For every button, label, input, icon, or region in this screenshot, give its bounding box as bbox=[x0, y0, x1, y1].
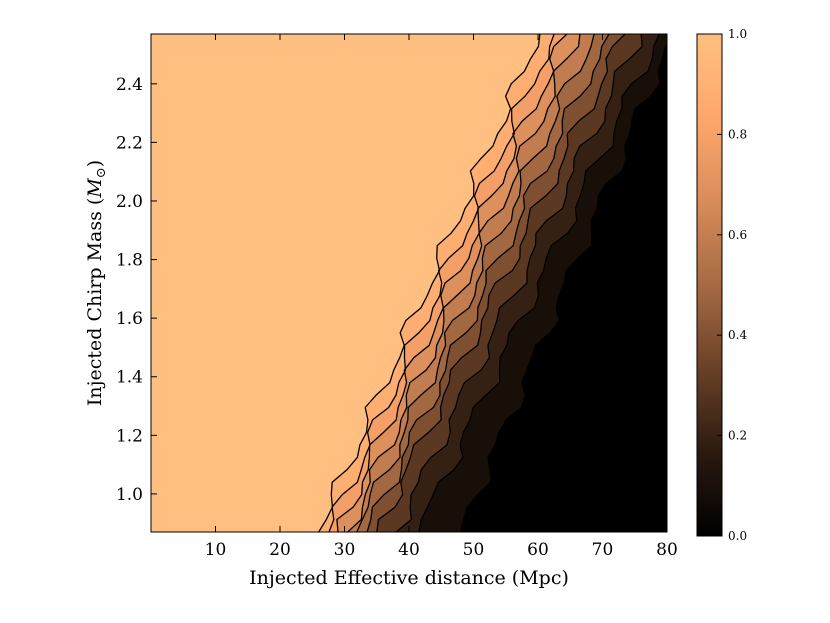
x-tick-label: 70 bbox=[592, 540, 614, 560]
contour-line bbox=[356, 34, 595, 532]
colorbar-tick-label: 0.6 bbox=[728, 228, 747, 242]
x-tick-label: 40 bbox=[398, 540, 420, 560]
colorbar-ticks: 0.0 0.2 0.4 0.6 0.8 1.0 bbox=[717, 27, 747, 543]
contour-line bbox=[328, 34, 555, 532]
contour-line bbox=[366, 34, 610, 532]
x-tick-label: 30 bbox=[334, 540, 356, 560]
colorbar-tick-label: 0.2 bbox=[728, 429, 747, 443]
contour-lines-layer bbox=[318, 34, 667, 532]
y-tick-label: 1.8 bbox=[116, 251, 143, 271]
y-axis-label-text: Injected Chirp Mass ( bbox=[84, 198, 106, 406]
colorbar-tick-label: 1.0 bbox=[728, 27, 747, 41]
y-axis-label-symbol: M bbox=[84, 178, 106, 199]
y-tick-label: 1.6 bbox=[116, 309, 143, 329]
y-axis-label-subscript: ⊙ bbox=[94, 167, 109, 178]
x-tick-label: 60 bbox=[527, 540, 549, 560]
y-tick-label: 1.4 bbox=[116, 368, 143, 388]
contour-line bbox=[347, 34, 581, 532]
x-tick-label: 80 bbox=[656, 540, 678, 560]
colorbar-tick-label: 0.4 bbox=[728, 328, 747, 342]
density-band bbox=[524, 239, 667, 532]
x-tick-label: 50 bbox=[463, 540, 485, 560]
y-axis-label-close: ) bbox=[84, 160, 106, 167]
y-tick-label: 2.2 bbox=[116, 133, 143, 153]
contour-line bbox=[318, 34, 541, 532]
y-ticks: 1.0 1.2 1.4 1.6 1.8 2.0 2.2 2.4 bbox=[116, 75, 667, 505]
contour-line bbox=[376, 34, 626, 532]
contour-line bbox=[459, 42, 667, 532]
contour-line bbox=[395, 34, 643, 532]
density-fill-layer bbox=[151, 34, 667, 532]
colorbar-tick-label: 0.8 bbox=[728, 127, 747, 141]
y-axis-label: Injected Chirp Mass (M⊙) bbox=[84, 160, 109, 406]
x-tick-label: 10 bbox=[205, 540, 227, 560]
colorbar bbox=[696, 33, 723, 537]
x-ticks: 10 20 30 40 50 60 70 80 bbox=[205, 34, 678, 560]
colorbar-tick-label: 0.0 bbox=[728, 529, 747, 543]
y-tick-label: 1.2 bbox=[116, 426, 143, 446]
contour-line bbox=[336, 34, 568, 532]
contour-line bbox=[418, 34, 660, 532]
y-tick-label: 1.0 bbox=[116, 485, 143, 505]
y-tick-label: 2.4 bbox=[116, 75, 143, 95]
y-tick-label: 2.0 bbox=[116, 192, 143, 212]
x-tick-label: 20 bbox=[269, 540, 291, 560]
x-axis-label: Injected Effective distance (Mpc) bbox=[249, 567, 569, 589]
